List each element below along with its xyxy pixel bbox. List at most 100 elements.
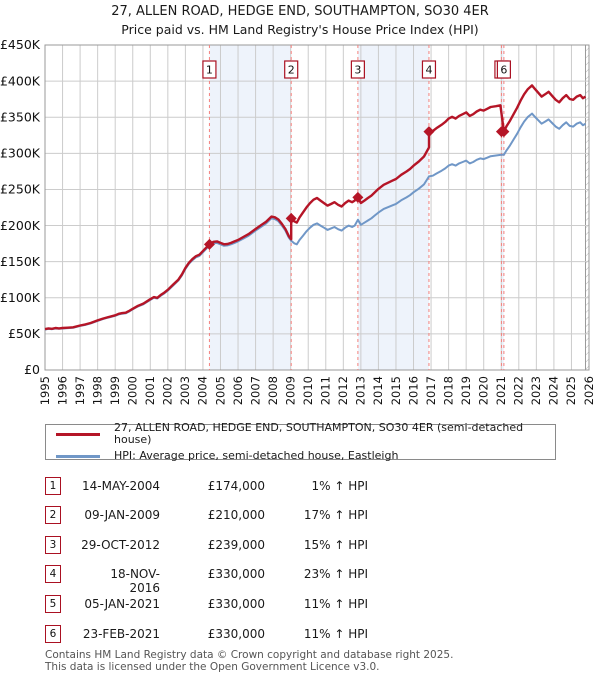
footer-line2: This data is licensed under the Open Gov…: [45, 660, 380, 673]
sale-event-flag: [202, 60, 217, 79]
transaction-date: 29-OCT-2012: [81, 538, 160, 552]
y-axis-tick-label: £100K: [0, 290, 41, 305]
y-axis-tick-label: £0: [24, 362, 40, 377]
y-axis-tick-label: £250K: [0, 182, 41, 197]
table-row: 6 23-FEB-2021 £330,000 11% ↑ HPI: [0, 625, 600, 645]
transaction-date: 05-JAN-2021: [84, 597, 160, 611]
x-axis-tick-label: 2020: [477, 376, 491, 405]
x-axis-tick-label: 2012: [336, 376, 350, 405]
sale-event-flag: [284, 60, 299, 79]
x-axis-tick-label: 2016: [406, 376, 420, 405]
y-axis-tick-label: £300K: [0, 146, 41, 161]
x-axis-tick-label: 1999: [108, 376, 122, 405]
transaction-number-badge: 2: [45, 506, 61, 524]
x-axis-tick-label: 2008: [266, 376, 280, 405]
y-axis-tick-label: £200K: [0, 218, 41, 233]
transaction-price: £210,000: [207, 508, 265, 522]
x-axis-tick-label: 2000: [126, 376, 140, 405]
x-axis-tick-label: 2017: [424, 376, 438, 405]
transaction-hpi-delta: 15% ↑ HPI: [303, 538, 368, 552]
y-axis-tick-label: £450K: [0, 37, 41, 52]
sale-event-flag-number: 6: [500, 64, 507, 77]
page-subtitle: Price paid vs. HM Land Registry's House …: [121, 22, 479, 37]
x-axis-tick-label: 2026: [582, 376, 596, 405]
x-axis-tick-label: 2003: [178, 376, 192, 405]
x-axis-tick-label: 2011: [319, 376, 333, 405]
sale-event-flag-number: 2: [288, 64, 295, 77]
sale-event-marker: [498, 126, 510, 138]
transaction-date: 18-NOV-2016: [110, 567, 160, 595]
transaction-hpi-delta: 11% ↑ HPI: [303, 627, 368, 641]
transaction-price: £330,000: [207, 627, 265, 641]
ownership-band: [209, 45, 292, 370]
hpi-line: [44, 112, 586, 331]
transaction-price: £330,000: [207, 567, 265, 581]
future-hatch-region: [585, 45, 589, 370]
x-axis-tick-label: 1996: [55, 376, 69, 405]
x-axis-tick-label: 2002: [161, 376, 175, 405]
transaction-number-badge: 3: [45, 536, 61, 554]
chart-legend: 27, ALLEN ROAD, HEDGE END, SOUTHAMPTON, …: [45, 422, 556, 462]
transaction-hpi-delta: 23% ↑ HPI: [303, 567, 368, 581]
x-axis-tick-label: 2013: [354, 376, 368, 405]
x-axis-tick-label: 2015: [389, 376, 403, 405]
x-axis-tick-label: 2010: [301, 376, 315, 405]
sale-event-marker: [203, 238, 215, 250]
table-row: 2 09-JAN-2009 £210,000 17% ↑ HPI: [0, 506, 600, 526]
sale-event-flag: [350, 60, 365, 79]
legend-hpi-label: HPI: Average price, semi-detached house,…: [114, 449, 399, 462]
transaction-date: 23-FEB-2021: [82, 627, 160, 641]
sale-event-flag: [421, 60, 437, 79]
x-axis-tick-label: 2021: [494, 376, 508, 405]
license-footer: Contains HM Land Registry data © Crown c…: [45, 649, 454, 673]
transaction-hpi-delta: 1% ↑ HPI: [311, 479, 368, 493]
property-line-sample: [56, 432, 100, 436]
transaction-price: £330,000: [207, 597, 265, 611]
x-axis-tick-label: 1998: [90, 376, 104, 405]
legend-item-hpi: HPI: Average price, semi-detached house,…: [46, 450, 555, 462]
x-axis-tick-label: 1997: [73, 376, 87, 405]
x-axis-tick-label: 2025: [564, 376, 578, 405]
x-axis-tick-label: 2001: [143, 376, 157, 405]
legend-item-property: 27, ALLEN ROAD, HEDGE END, SOUTHAMPTON, …: [46, 422, 555, 446]
x-axis-tick-label: 2024: [547, 376, 561, 405]
hpi-line-sample: [56, 454, 100, 458]
sale-event-flag-number: 3: [354, 64, 361, 77]
y-axis-tick-label: £150K: [0, 254, 41, 269]
ownership-band: [501, 45, 504, 370]
y-axis-tick-label: £350K: [0, 109, 41, 124]
x-axis-tick-label: 2005: [213, 376, 227, 405]
transaction-hpi-delta: 17% ↑ HPI: [303, 508, 368, 522]
x-axis-tick-label: 2009: [283, 376, 297, 405]
transaction-date: 09-JAN-2009: [84, 508, 160, 522]
x-axis-tick-label: 2014: [371, 376, 385, 405]
x-axis-tick-label: 2004: [196, 376, 210, 405]
x-axis-tick-label: 2022: [512, 376, 526, 405]
footer-line1: Contains HM Land Registry data © Crown c…: [45, 649, 454, 661]
table-row: 1 14-MAY-2004 £174,000 1% ↑ HPI: [0, 477, 600, 497]
sale-event-flag: [496, 60, 511, 79]
sale-event-flag-number: 1: [206, 64, 213, 77]
x-axis-tick-label: 2023: [529, 376, 543, 405]
legend-property-label: 27, ALLEN ROAD, HEDGE END, SOUTHAMPTON, …: [114, 421, 524, 446]
transaction-number-badge: 5: [45, 595, 61, 613]
x-axis-tick-label: 2018: [441, 376, 455, 405]
x-axis-tick-label: 2019: [459, 376, 473, 405]
transaction-price: £239,000: [207, 538, 265, 552]
transaction-date: 14-MAY-2004: [81, 479, 160, 493]
transaction-number-badge: 1: [45, 477, 61, 495]
x-axis-tick-label: 1995: [38, 376, 52, 405]
plot-frame: [44, 44, 590, 371]
transaction-price: £174,000: [207, 479, 265, 493]
table-row: 4 18-NOV-2016 £330,000 23% ↑ HPI: [0, 565, 600, 595]
sale-event-marker: [285, 212, 297, 224]
x-axis-tick-label: 2006: [231, 376, 245, 405]
y-axis-tick-label: £50K: [8, 326, 41, 341]
table-row: 3 29-OCT-2012 £239,000 15% ↑ HPI: [0, 536, 600, 556]
x-axis-tick-label: 2007: [248, 376, 262, 405]
sale-event-flag-number: 4: [425, 64, 432, 77]
transaction-hpi-delta: 11% ↑ HPI: [303, 597, 368, 611]
property-price-line: [44, 84, 587, 331]
sale-event-marker: [352, 191, 364, 203]
